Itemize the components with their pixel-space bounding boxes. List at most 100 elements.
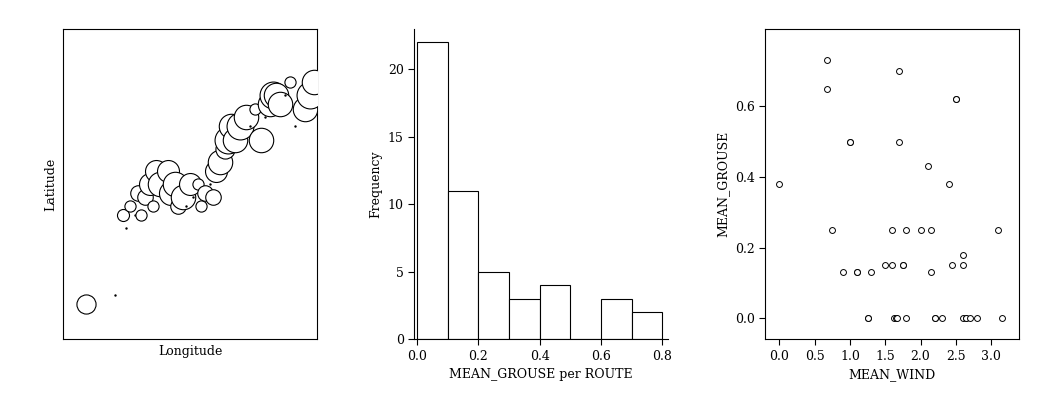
Point bbox=[157, 194, 173, 201]
Point bbox=[287, 123, 304, 130]
Point bbox=[142, 181, 159, 187]
Point bbox=[923, 227, 940, 233]
Bar bbox=[540, 285, 571, 339]
Point bbox=[947, 96, 964, 103]
Point bbox=[962, 315, 978, 321]
Point bbox=[933, 315, 950, 321]
Point bbox=[848, 269, 865, 276]
Bar bbox=[601, 299, 632, 339]
Point bbox=[132, 212, 149, 218]
Point bbox=[926, 315, 943, 321]
Point bbox=[884, 227, 901, 233]
Point bbox=[276, 92, 293, 99]
Point bbox=[898, 227, 914, 233]
Point bbox=[898, 315, 914, 321]
Point bbox=[306, 79, 323, 85]
Point bbox=[969, 315, 986, 321]
Bar bbox=[632, 312, 662, 339]
Point bbox=[238, 114, 254, 121]
Point bbox=[178, 203, 194, 209]
Point bbox=[889, 315, 906, 321]
Point bbox=[912, 227, 929, 233]
Point bbox=[859, 315, 875, 321]
Point bbox=[993, 315, 1010, 321]
Point bbox=[115, 212, 131, 218]
Point bbox=[217, 145, 233, 152]
Point bbox=[282, 79, 298, 85]
Point bbox=[246, 105, 263, 112]
Point bbox=[185, 194, 202, 201]
Point bbox=[863, 269, 880, 276]
Point bbox=[77, 301, 94, 307]
Point bbox=[242, 123, 259, 130]
Point bbox=[220, 136, 236, 143]
Point bbox=[227, 136, 244, 143]
Point bbox=[990, 227, 1007, 233]
Point bbox=[267, 92, 284, 99]
Point bbox=[887, 315, 904, 321]
X-axis label: MEAN_WIND: MEAN_WIND bbox=[848, 369, 935, 382]
Point bbox=[118, 225, 135, 232]
Point bbox=[207, 167, 224, 174]
Point bbox=[818, 85, 834, 92]
Point bbox=[202, 181, 219, 187]
Point bbox=[231, 123, 248, 130]
Y-axis label: Latitude: Latitude bbox=[44, 157, 58, 211]
Point bbox=[152, 181, 169, 187]
Bar bbox=[448, 191, 478, 339]
Point bbox=[859, 315, 875, 321]
Point bbox=[126, 212, 143, 218]
Point bbox=[954, 262, 971, 269]
Point bbox=[926, 315, 943, 321]
Point bbox=[959, 315, 975, 321]
Point bbox=[834, 269, 851, 276]
Point bbox=[302, 92, 318, 99]
Point bbox=[886, 315, 903, 321]
Point bbox=[848, 269, 865, 276]
Point bbox=[894, 262, 911, 269]
Point bbox=[144, 203, 161, 209]
Point bbox=[824, 227, 841, 233]
Point bbox=[137, 194, 153, 201]
Point bbox=[842, 138, 859, 145]
Point bbox=[192, 203, 209, 209]
Point bbox=[147, 167, 164, 174]
Point bbox=[122, 203, 139, 209]
Point bbox=[891, 138, 908, 145]
Point bbox=[818, 57, 834, 64]
Point bbox=[107, 292, 124, 298]
Point bbox=[947, 96, 964, 103]
Point bbox=[222, 123, 239, 130]
X-axis label: Longitude: Longitude bbox=[158, 345, 223, 358]
Point bbox=[261, 101, 277, 108]
Point bbox=[211, 159, 228, 165]
Bar bbox=[417, 42, 448, 339]
Point bbox=[129, 190, 146, 196]
Point bbox=[170, 203, 187, 209]
Point bbox=[894, 262, 911, 269]
Y-axis label: MEAN_GROUSE: MEAN_GROUSE bbox=[717, 131, 729, 237]
Point bbox=[163, 190, 180, 196]
Point bbox=[271, 101, 288, 108]
Point bbox=[197, 190, 213, 196]
Point bbox=[923, 269, 940, 276]
Point bbox=[954, 252, 971, 258]
Point bbox=[264, 92, 281, 99]
Point bbox=[291, 92, 308, 99]
Point bbox=[941, 181, 957, 187]
Bar bbox=[478, 272, 509, 339]
Point bbox=[770, 181, 787, 187]
Point bbox=[891, 68, 908, 74]
Point bbox=[204, 194, 221, 201]
Point bbox=[174, 194, 191, 201]
Point bbox=[252, 136, 269, 143]
Point bbox=[944, 262, 961, 269]
Point bbox=[189, 181, 206, 187]
Point bbox=[167, 181, 184, 187]
Point bbox=[884, 262, 901, 269]
X-axis label: MEAN_GROUSE per ROUTE: MEAN_GROUSE per ROUTE bbox=[450, 369, 633, 382]
Point bbox=[877, 262, 893, 269]
Point bbox=[954, 315, 971, 321]
Point bbox=[256, 114, 273, 121]
Point bbox=[297, 105, 314, 112]
